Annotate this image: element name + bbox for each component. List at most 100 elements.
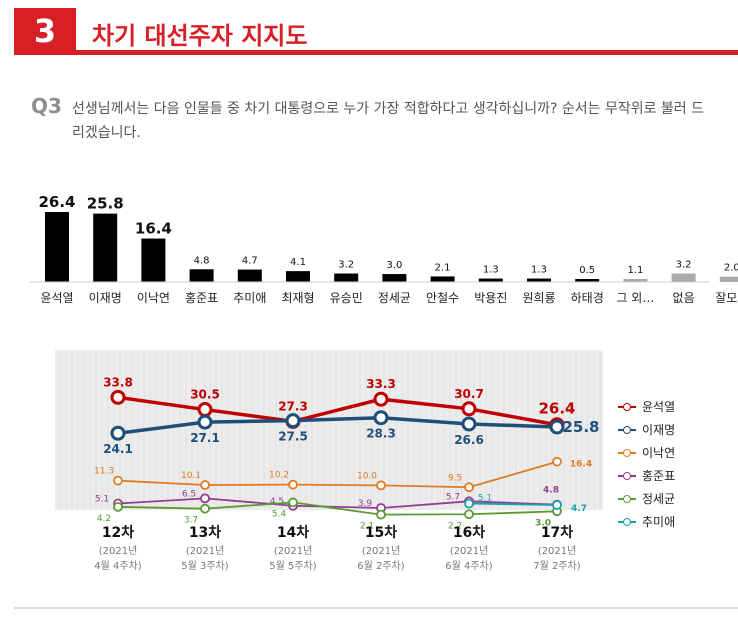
x-tick-sublabel: (2021년 <box>362 545 401 557</box>
legend-line-marker-icon <box>618 494 636 504</box>
x-tick-label: 17차 <box>541 525 573 541</box>
header-divider <box>14 50 738 55</box>
series-point-label: 30.5 <box>190 388 220 402</box>
x-tick-sublabel: 5월 5주차) <box>269 560 317 572</box>
series-point <box>461 401 477 417</box>
bar-category-label: 홍준표 <box>185 291 218 305</box>
x-tick-sublabel: 5월 3주차) <box>181 560 229 572</box>
bar-value-label: 3.2 <box>338 260 354 271</box>
series-point-label: 4.7 <box>571 504 587 514</box>
x-tick-sublabel: 6월 2주차) <box>357 560 405 572</box>
legend-item: 이재명 <box>618 418 675 441</box>
x-tick-sublabel: (2021년 <box>274 545 313 557</box>
series-point <box>110 389 126 405</box>
bar-8 <box>430 276 455 282</box>
series-point-label: 2.1 <box>360 522 374 532</box>
trend-line-chart: 33.8 30.5 27.3 33.3 30.7 26.4 24.1 27.1 27.5 28.3… <box>59 352 601 572</box>
series-point <box>373 410 389 426</box>
series-point-label: 6.5 <box>182 489 196 499</box>
series-point-label: 10.2 <box>269 471 289 481</box>
x-tick-sublabel: (2021년 <box>538 545 577 557</box>
bottom-divider <box>14 607 738 609</box>
series-point-label: 5.4 <box>272 509 287 519</box>
series-point-label: 4.2 <box>97 514 111 524</box>
bar-6 <box>334 273 359 282</box>
series-point-label: 5.1 <box>478 494 492 504</box>
bar-category-label: 최재형 <box>281 291 314 305</box>
series-point <box>197 402 213 418</box>
series-point-label: 30.7 <box>454 387 484 401</box>
bar-value-label: 4.8 <box>194 255 210 266</box>
series-point <box>373 391 389 407</box>
series-point-label: 27.3 <box>278 399 308 413</box>
series-point-label: 25.8 <box>562 418 599 436</box>
bar-12 <box>623 279 648 282</box>
bar-value-label: 1.3 <box>531 265 547 276</box>
bar-value-label: 25.8 <box>87 195 124 213</box>
legend-item: 홍준표 <box>618 464 675 487</box>
page-title: 차기 대선주자 지지도 <box>92 22 308 50</box>
question-text: 선생님께서는 다음 인물들 중 차기 대통령으로 누가 가장 적합하다고 생각하… <box>72 101 705 141</box>
series-point <box>197 414 213 430</box>
bar-value-label: 4.7 <box>242 256 258 267</box>
series-point-label: 4.8 <box>543 486 559 496</box>
series-line-3 <box>117 497 558 509</box>
series-point <box>461 416 477 432</box>
series-point-label: 27.1 <box>190 431 220 445</box>
legend-label: 추미애 <box>642 515 676 529</box>
bar-value-label: 16.4 <box>135 220 172 238</box>
series-point-label: 10.1 <box>181 471 201 481</box>
series-point <box>376 480 386 491</box>
bar-value-label: 3.2 <box>676 260 692 271</box>
bar-4 <box>237 269 262 282</box>
series-point <box>288 497 298 508</box>
series-point <box>464 509 474 520</box>
bar-category-label: 윤석열 <box>40 291 73 305</box>
bar-0 <box>45 212 69 282</box>
section-number-badge <box>14 8 76 55</box>
support-bar-chart: 26.4 윤석열 25.8 이재명 16.4 이낙연 4.8 홍준표 4.7 추미애 4.1 최재형 3… <box>30 193 738 305</box>
bar-category-label: 잘모름 <box>715 291 738 305</box>
bar-category-label: 원희룡 <box>522 291 555 305</box>
bar-category-label: 하태경 <box>571 291 604 305</box>
x-tick-label: 16차 <box>453 525 485 541</box>
x-tick-sublabel: (2021년 <box>450 545 489 557</box>
legend-item: 이낙연 <box>618 441 675 464</box>
x-tick-sublabel: (2021년 <box>99 545 138 557</box>
legend-label: 윤석열 <box>642 400 676 414</box>
legend-label: 이재명 <box>642 423 676 437</box>
x-tick-label: 13차 <box>189 525 221 541</box>
section-number: 3 <box>33 12 57 50</box>
bar-value-label: 1.1 <box>627 265 643 276</box>
series-line-4 <box>117 501 558 516</box>
series-line-0 <box>117 395 558 427</box>
x-tick-sublabel: 4월 4주차) <box>94 560 142 572</box>
bar-category-label: 안철수 <box>426 291 459 305</box>
bar-category-label: 이낙연 <box>137 291 170 305</box>
series-point-label: 33.8 <box>103 375 133 389</box>
bar-category-label: 정세균 <box>378 291 411 305</box>
series-point-label: 27.5 <box>278 430 308 444</box>
series-point-label: 3.7 <box>184 516 198 526</box>
series-line-1 <box>117 415 558 435</box>
x-tick-sublabel: 6월 4주차) <box>445 560 493 572</box>
legend-item: 정세균 <box>618 487 675 510</box>
x-tick-sublabel: (2021년 <box>186 545 225 557</box>
bar-3 <box>189 269 214 282</box>
legend-line-marker-icon <box>618 425 636 435</box>
series-point-label: 4.5 <box>270 497 284 507</box>
bar-1 <box>93 213 118 282</box>
series-point <box>113 501 123 512</box>
series-point-label: 3.0 <box>535 518 551 528</box>
legend-line-marker-icon <box>618 402 636 412</box>
bar-category-label: 추미애 <box>233 291 266 305</box>
bar-category-label: 그 외… <box>616 291 654 305</box>
series-point-label: 11.3 <box>94 467 114 477</box>
legend-label: 정세균 <box>642 492 676 506</box>
series-point-label: 5.7 <box>446 492 460 502</box>
legend-line-marker-icon <box>618 471 636 481</box>
series-point-label: 3.9 <box>358 499 373 509</box>
series-point-label: 10.0 <box>357 471 377 481</box>
legend-line-marker-icon <box>618 448 636 458</box>
series-point <box>552 456 562 467</box>
